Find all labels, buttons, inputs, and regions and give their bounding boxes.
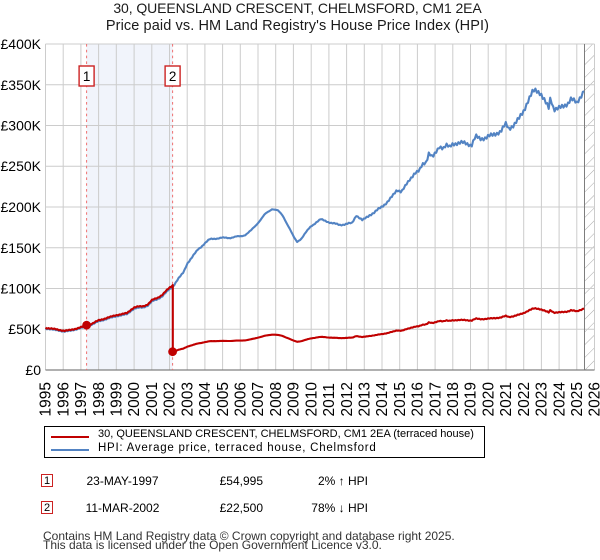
svg-text:2: 2: [169, 69, 177, 84]
svg-text:2013: 2013: [357, 382, 374, 416]
svg-text:£300K: £300K: [1, 118, 42, 134]
svg-text:2023: 2023: [534, 382, 551, 416]
svg-text:2021: 2021: [498, 382, 515, 416]
svg-text:2002: 2002: [162, 382, 179, 416]
svg-text:£250K: £250K: [1, 158, 42, 174]
svg-text:2007: 2007: [250, 382, 267, 416]
svg-text:2010: 2010: [303, 382, 320, 417]
svg-text:£400K: £400K: [1, 36, 42, 52]
svg-text:2022: 2022: [516, 382, 533, 416]
svg-text:2009: 2009: [286, 382, 303, 416]
svg-text:2005: 2005: [215, 382, 232, 416]
svg-text:2017: 2017: [427, 382, 444, 416]
svg-text:£100K: £100K: [1, 281, 42, 297]
svg-text:1999: 1999: [109, 382, 126, 416]
svg-text:1996: 1996: [55, 382, 72, 416]
svg-text:2020: 2020: [480, 382, 497, 417]
svg-text:1995: 1995: [38, 382, 55, 416]
svg-text:2024: 2024: [551, 382, 568, 417]
svg-text:2008: 2008: [268, 382, 285, 416]
svg-text:2016: 2016: [410, 382, 427, 416]
svg-text:1997: 1997: [73, 382, 90, 416]
svg-text:£200K: £200K: [1, 199, 42, 215]
svg-text:1998: 1998: [91, 382, 108, 416]
svg-text:2026: 2026: [587, 382, 600, 416]
svg-text:2015: 2015: [392, 382, 409, 416]
svg-text:£350K: £350K: [1, 77, 42, 93]
svg-text:1: 1: [83, 69, 91, 84]
svg-text:2004: 2004: [197, 382, 214, 417]
svg-text:2006: 2006: [233, 382, 250, 416]
svg-text:2025: 2025: [569, 382, 586, 416]
svg-text:2012: 2012: [339, 382, 356, 416]
svg-text:£50K: £50K: [8, 321, 41, 337]
svg-text:2018: 2018: [445, 382, 462, 416]
svg-text:£0: £0: [25, 362, 41, 378]
svg-text:£150K: £150K: [1, 240, 42, 256]
svg-text:2003: 2003: [179, 382, 196, 416]
svg-text:2014: 2014: [374, 382, 391, 417]
svg-text:2001: 2001: [144, 382, 161, 416]
svg-text:2011: 2011: [321, 383, 338, 416]
svg-text:2000: 2000: [126, 382, 143, 417]
svg-text:2019: 2019: [463, 382, 480, 416]
